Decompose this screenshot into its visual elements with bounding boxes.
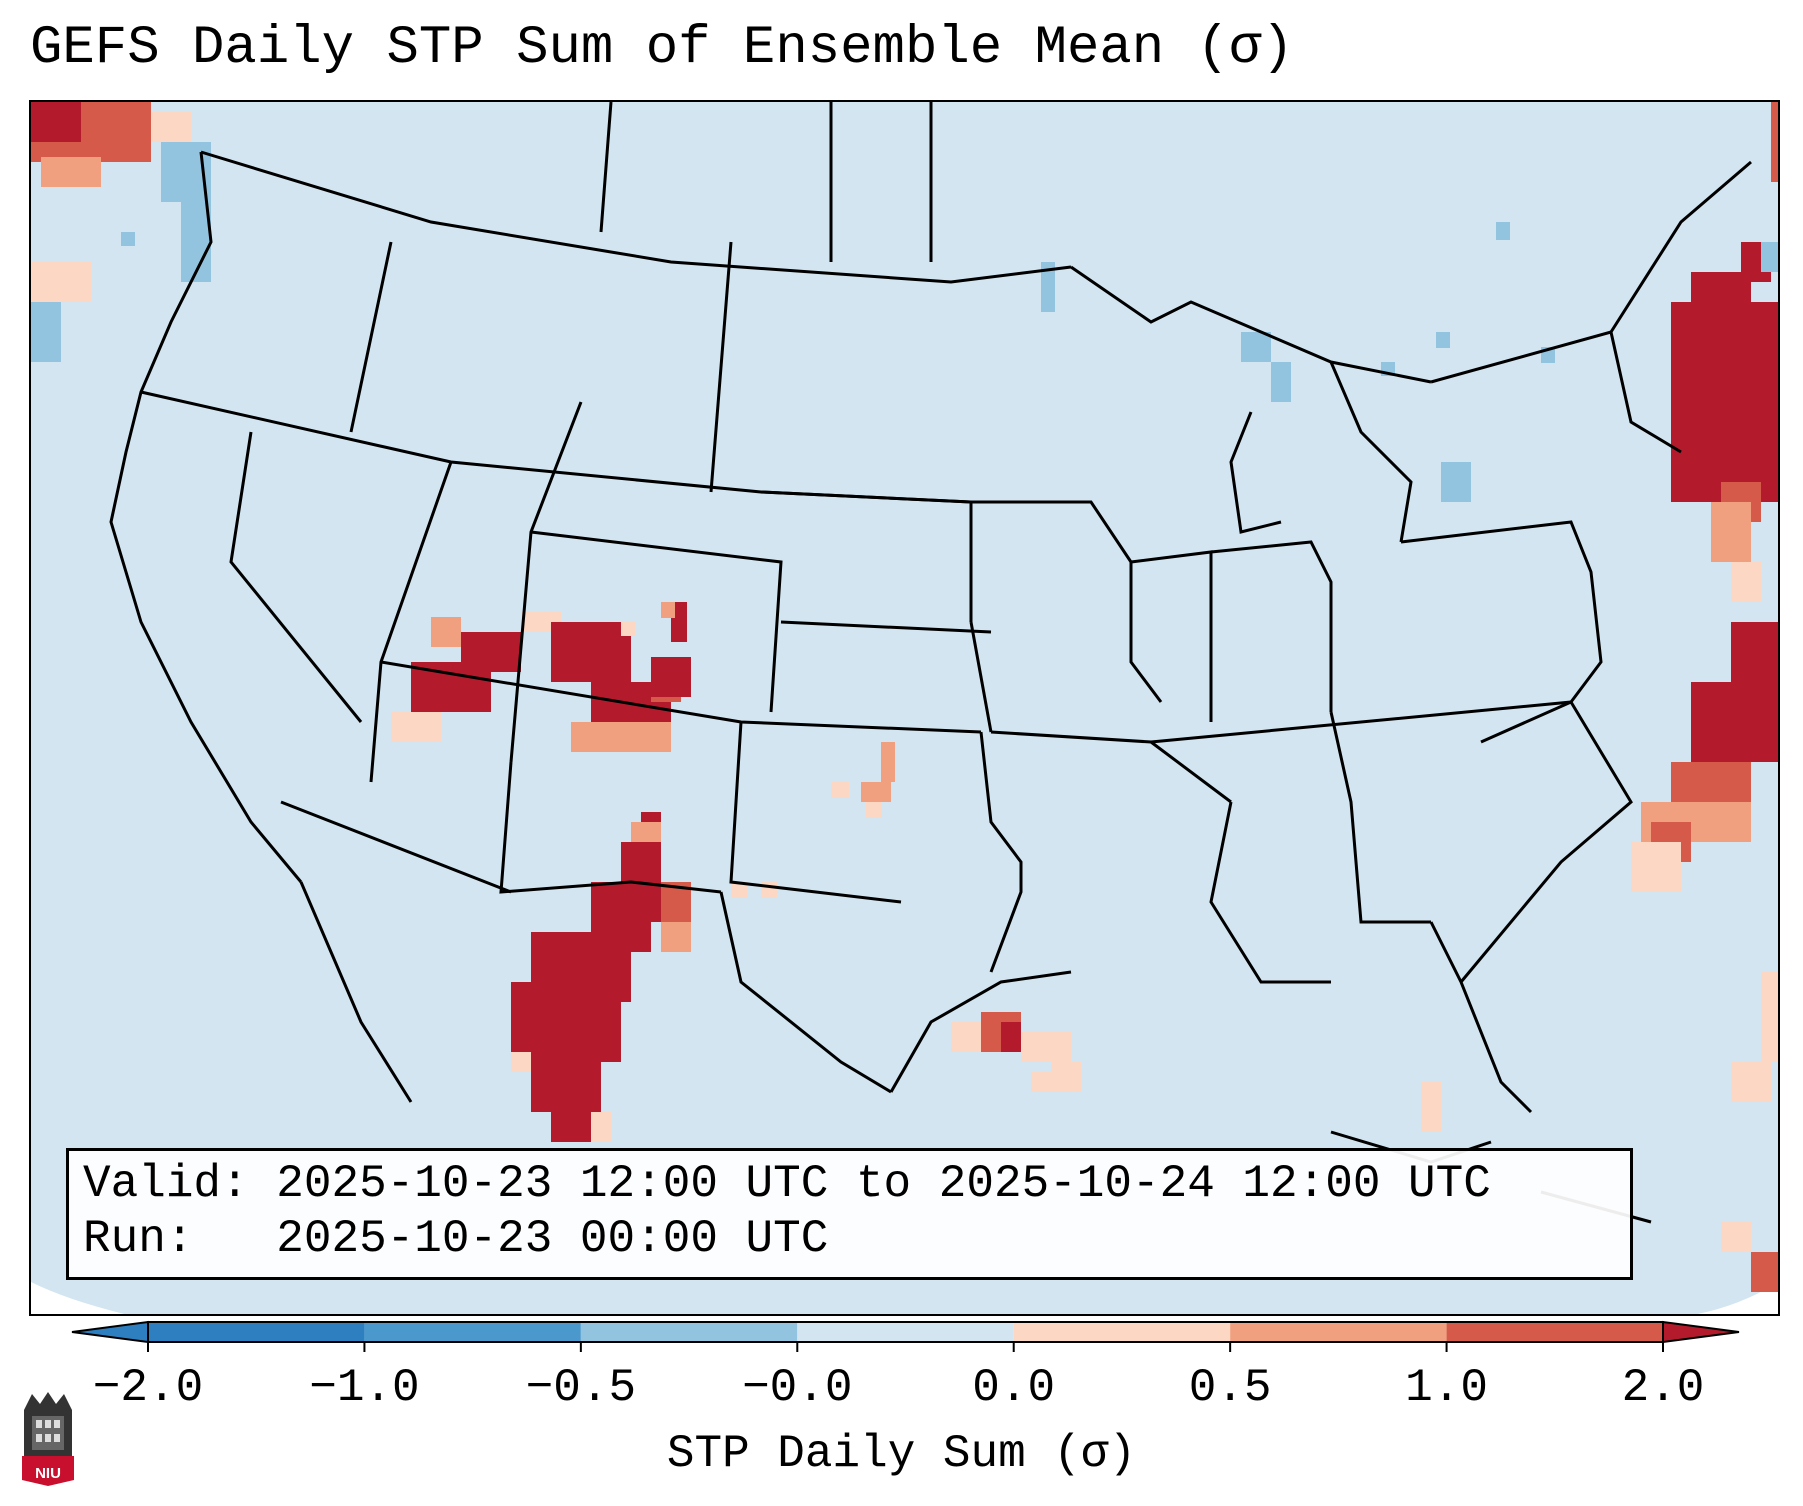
anomaly-cell	[571, 722, 671, 752]
niu-logo-graphic	[22, 1392, 74, 1486]
logo-text: NIU	[35, 1465, 61, 1482]
colorbar-tick-label: −0.5	[525, 1362, 637, 1414]
colorbar-segment	[364, 1322, 581, 1342]
anomaly-cell	[1421, 1082, 1441, 1132]
anomaly-cell	[861, 782, 891, 802]
validity-info-box: Valid: 2025-10-23 12:00 UTC to 2025-10-2…	[66, 1148, 1633, 1280]
run-row: Run: 2025-10-23 00:00 UTC	[83, 1212, 1616, 1267]
anomaly-cell	[661, 602, 675, 618]
anomaly-cell	[1771, 102, 1778, 182]
colorbar-segment	[580, 1322, 798, 1342]
anomaly-cell	[431, 617, 461, 647]
colorbar-tick-label: −2.0	[92, 1362, 204, 1414]
anomaly-cell	[1731, 1062, 1771, 1102]
valid-label: Valid:	[83, 1158, 249, 1210]
niu-logo: NIU	[20, 1390, 76, 1486]
anomaly-cell	[661, 922, 691, 952]
anomaly-cell	[1271, 362, 1291, 402]
colorbar-segment	[148, 1322, 365, 1342]
anomaly-cell	[121, 232, 135, 246]
anomaly-cell	[511, 1052, 531, 1072]
colorbar-tick-label: 0.0	[972, 1362, 1056, 1414]
anomaly-cell	[1051, 1062, 1081, 1092]
anomaly-cell	[1731, 562, 1761, 602]
anomaly-cell	[551, 1112, 591, 1142]
colorbar	[71, 1320, 1740, 1352]
colorbar-label: STP Daily Sum (σ)	[666, 1428, 1137, 1480]
anomaly-cell	[631, 822, 661, 842]
colorbar-tick-label: −1.0	[309, 1362, 420, 1414]
anomaly-cell	[1041, 262, 1055, 312]
map-background	[31, 102, 1778, 1314]
anomaly-cell	[1436, 332, 1450, 348]
colorbar-tick-label: 0.5	[1188, 1362, 1272, 1414]
anomaly-cell	[1761, 972, 1778, 1062]
map-canvas	[31, 102, 1778, 1314]
anomaly-cell	[1496, 222, 1510, 240]
anomaly-cell	[1241, 332, 1271, 362]
anomaly-cell	[951, 1022, 981, 1052]
anomaly-cell	[651, 657, 691, 697]
colorbar-tick-label: 2.0	[1621, 1362, 1705, 1414]
anomaly-cell	[1671, 302, 1778, 502]
run-value: 2025-10-23 00:00 UTC	[276, 1213, 829, 1265]
anomaly-cell	[621, 622, 635, 636]
anomaly-cell	[1721, 1222, 1751, 1252]
colorbar-segment	[1013, 1322, 1231, 1342]
anomaly-cell	[31, 262, 91, 302]
anomaly-cell	[831, 782, 849, 798]
anomaly-cell	[1441, 462, 1471, 502]
page-title: GEFS Daily STP Sum of Ensemble Mean (σ)	[30, 18, 1294, 79]
valid-value: 2025-10-23 12:00 UTC to 2025-10-24 12:00…	[276, 1158, 1491, 1210]
anomaly-cell	[151, 112, 191, 142]
anomaly-cell	[31, 302, 61, 362]
colorbar-extend-low	[71, 1320, 149, 1344]
anomaly-cell	[511, 982, 621, 1062]
anomaly-cell	[31, 102, 81, 142]
anomaly-cell	[41, 157, 101, 187]
anomaly-cell	[1711, 502, 1751, 562]
map-panel	[29, 100, 1780, 1316]
anomaly-cell	[461, 632, 521, 672]
anomaly-cell	[391, 712, 441, 742]
anomaly-cell	[1631, 842, 1681, 892]
anomaly-cell	[551, 622, 631, 682]
anomaly-cell	[1751, 1252, 1778, 1292]
anomaly-cell	[731, 882, 747, 898]
anomaly-cell	[1031, 1072, 1051, 1092]
colorbar-extend-high	[1662, 1320, 1740, 1344]
anomaly-cell	[591, 1112, 611, 1142]
valid-row: Valid: 2025-10-23 12:00 UTC to 2025-10-2…	[83, 1157, 1616, 1212]
colorbar-segment	[797, 1322, 1014, 1342]
run-label: Run:	[83, 1213, 194, 1265]
colorbar-segment	[1446, 1322, 1663, 1342]
colorbar-tick-label: −0.0	[742, 1362, 853, 1414]
colorbar-tick-label: 1.0	[1405, 1362, 1488, 1414]
anomaly-cell	[1001, 1022, 1021, 1052]
anomaly-cell	[1021, 1032, 1071, 1062]
anomaly-cell	[881, 742, 895, 782]
anomaly-cell	[1761, 242, 1778, 272]
anomaly-cell	[866, 802, 882, 818]
colorbar-segment	[1230, 1322, 1447, 1342]
colorbar-border	[147, 1321, 1664, 1343]
anomaly-cell	[531, 1062, 601, 1112]
